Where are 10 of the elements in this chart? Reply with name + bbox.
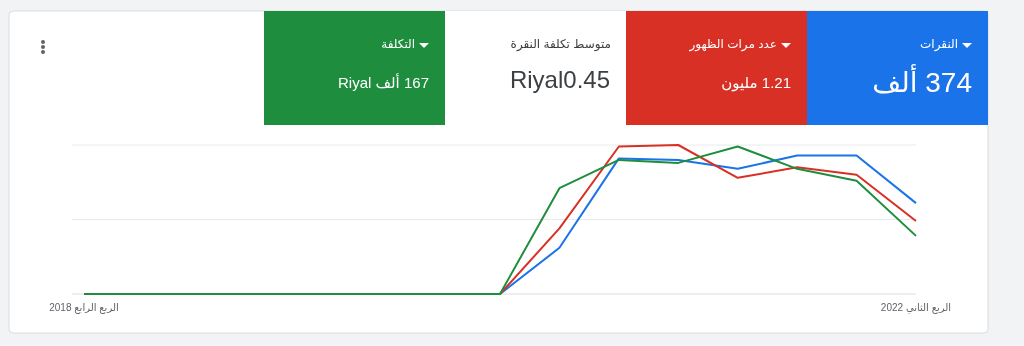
- text: 374 ألف: [872, 63, 972, 98]
- text: عدد مرات الظهور: [688, 37, 777, 52]
- text: 1.21 مليون: [721, 74, 791, 92]
- x-tick-label: الربع الثاني 2022: [880, 302, 952, 314]
- x-tick-label: الربع الرابع 2018: [49, 302, 119, 314]
- text: متوسط تكلفة النقرة: [510, 37, 611, 52]
- text: النقرات: [920, 37, 958, 52]
- text: التكلفة: [381, 37, 415, 51]
- text: Riyal0.45: [509, 66, 610, 93]
- text: 167 ألف Riyal: [338, 73, 429, 91]
